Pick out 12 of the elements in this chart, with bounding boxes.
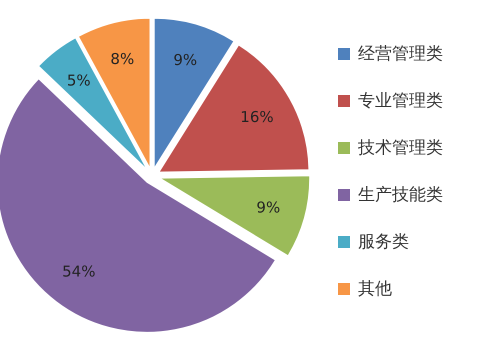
legend-label: 技术管理类 (357, 138, 443, 158)
data-label: 16% (240, 108, 274, 126)
data-label: 54% (62, 262, 96, 281)
legend-label: 其他 (358, 279, 392, 299)
legend-label: 经营管理类 (358, 44, 443, 64)
legend-label: 生产技能类 (358, 185, 443, 205)
data-label: 5% (66, 71, 91, 90)
data-label: 9% (173, 51, 198, 70)
data-label: 9% (256, 198, 280, 216)
data-label: 8% (110, 50, 134, 68)
legend-label: 服务类 (358, 232, 409, 252)
legend-label: 专业管理类 (358, 91, 443, 111)
